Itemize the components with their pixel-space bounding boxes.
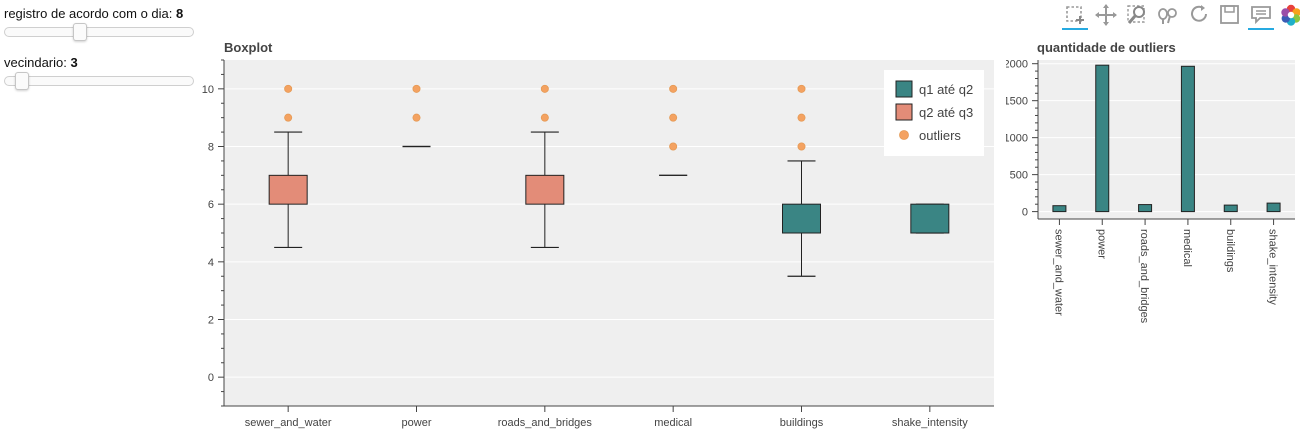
boxplot-y-tick-label: 6 <box>208 199 214 211</box>
bar-y-tick-label: 0 <box>1022 207 1028 219</box>
outlier-point-roads-and-bridges[interactable] <box>540 84 549 93</box>
bar-y-tick-label: 1000 <box>1006 133 1028 145</box>
boxplot-x-tick-label-power: power <box>402 417 432 429</box>
day-slider-handle[interactable] <box>72 23 87 41</box>
boxplot-y-tick-label: 10 <box>202 84 214 96</box>
bar-x-tick-label-shake-intensity: shake_intensity <box>1267 229 1279 305</box>
day-slider-track[interactable] <box>4 23 194 41</box>
legend-swatch-q1-at-q2 <box>895 80 913 98</box>
bar-medical[interactable] <box>1180 65 1195 213</box>
bar-buildings[interactable] <box>1223 204 1238 213</box>
bar-x-tick-label-medical: medical <box>1181 229 1193 267</box>
box-q2-q3-sewer-and-water[interactable] <box>268 174 308 205</box>
outlier-point-sewer-and-water[interactable] <box>284 84 293 93</box>
bar-sewer-and-water[interactable] <box>1052 205 1067 213</box>
outlier-point-sewer-and-water[interactable] <box>284 113 293 122</box>
pan-icon[interactable] <box>1093 2 1119 28</box>
outliers-bar-chart[interactable]: quantidade de outliers 0 500 1000 1500 2000 s… <box>1006 36 1298 431</box>
boxplot-y-tick-label: 2 <box>208 315 214 327</box>
outlier-point-medical[interactable] <box>669 113 678 122</box>
bar-shake-intensity[interactable] <box>1266 202 1281 213</box>
boxplot-x-tick-label-shake-intensity: shake_intensity <box>892 417 968 429</box>
legend-label-q2-at-q3: q2 até q3 <box>919 105 973 120</box>
bar-y-tick-label: 1500 <box>1006 96 1028 108</box>
bar-plot-area[interactable] <box>1038 60 1295 219</box>
bar-y-tick-label: 500 <box>1010 170 1028 182</box>
boxplot-chart[interactable]: Boxplot 0 2 4 6 8 10 sewer_and_water power roads… <box>196 36 1000 431</box>
legend-swatch-q2-at-q3 <box>895 103 913 121</box>
outlier-point-buildings[interactable] <box>797 113 806 122</box>
boxplot-x-tick-label-roads-and-bridges: roads_and_bridges <box>498 417 593 429</box>
boxplot-legend: q1 até q2 q2 até q3 outliers <box>884 70 984 156</box>
wheel-zoom-icon[interactable] <box>1155 2 1181 28</box>
outlier-point-medical[interactable] <box>669 142 678 151</box>
boxplot-x-tick-label-sewer-and-water: sewer_and_water <box>245 417 332 429</box>
bar-chart-title: quantidade de outliers <box>1037 40 1176 55</box>
save-icon[interactable] <box>1217 2 1243 28</box>
bar-y-tick-label: 2000 <box>1006 59 1028 71</box>
reset-icon[interactable] <box>1186 2 1212 28</box>
boxplot-plot-area[interactable] <box>224 60 994 406</box>
hover-icon[interactable] <box>1248 2 1274 30</box>
zoom-icon[interactable] <box>1124 2 1150 28</box>
bar-x-tick-label-sewer-and-water: sewer_and_water <box>1052 229 1064 316</box>
bar-x-tick-label-buildings: buildings <box>1224 229 1236 273</box>
bar-roads-and-bridges[interactable] <box>1138 204 1153 213</box>
box-q2-q3-roads-and-bridges[interactable] <box>525 174 565 205</box>
boxplot-x-tick-label-buildings: buildings <box>780 417 824 429</box>
neighborhood-slider-widget: vecindario: 3 <box>4 55 196 90</box>
box-q1-q2-shake-intensity[interactable] <box>910 203 950 234</box>
boxplot-y-tick-label: 8 <box>208 142 214 154</box>
outlier-point-buildings[interactable] <box>797 84 806 93</box>
boxplot-y-tick-label: 0 <box>208 372 214 384</box>
boxplot-x-tick-label-medical: medical <box>654 417 692 429</box>
day-slider-value: 8 <box>175 6 184 21</box>
outlier-point-medical[interactable] <box>669 84 678 93</box>
bar-x-tick-label-roads-and-bridges: roads_and_bridges <box>1138 229 1150 324</box>
outlier-point-power[interactable] <box>412 113 421 122</box>
bar-x-tick-label-power: power <box>1095 229 1107 259</box>
neighborhood-slider-label: vecindario: 3 <box>4 55 78 70</box>
neighborhood-slider-handle[interactable] <box>15 72 30 90</box>
boxplot-title: Boxplot <box>224 40 273 55</box>
legend-label-outliers: outliers <box>919 128 961 143</box>
legend-marker-outliers <box>899 130 909 140</box>
legend-label-q1-at-q2: q1 até q2 <box>919 82 973 97</box>
bar-power[interactable] <box>1095 64 1110 213</box>
neighborhood-slider-value: 3 <box>70 55 78 70</box>
day-slider-widget: registro de acordo com o dia: 8 <box>4 6 196 41</box>
outlier-point-roads-and-bridges[interactable] <box>540 113 549 122</box>
boxplot-y-tick-label: 4 <box>208 257 214 269</box>
neighborhood-slider-track[interactable] <box>4 72 194 90</box>
day-slider-label: registro de acordo com o dia: 8 <box>4 6 184 21</box>
outlier-point-buildings[interactable] <box>797 142 806 151</box>
outlier-point-power[interactable] <box>412 84 421 93</box>
bokeh-logo-icon[interactable] <box>1278 2 1300 28</box>
box-zoom-icon[interactable] <box>1062 2 1088 30</box>
box-q1-q2-buildings[interactable] <box>782 203 821 234</box>
